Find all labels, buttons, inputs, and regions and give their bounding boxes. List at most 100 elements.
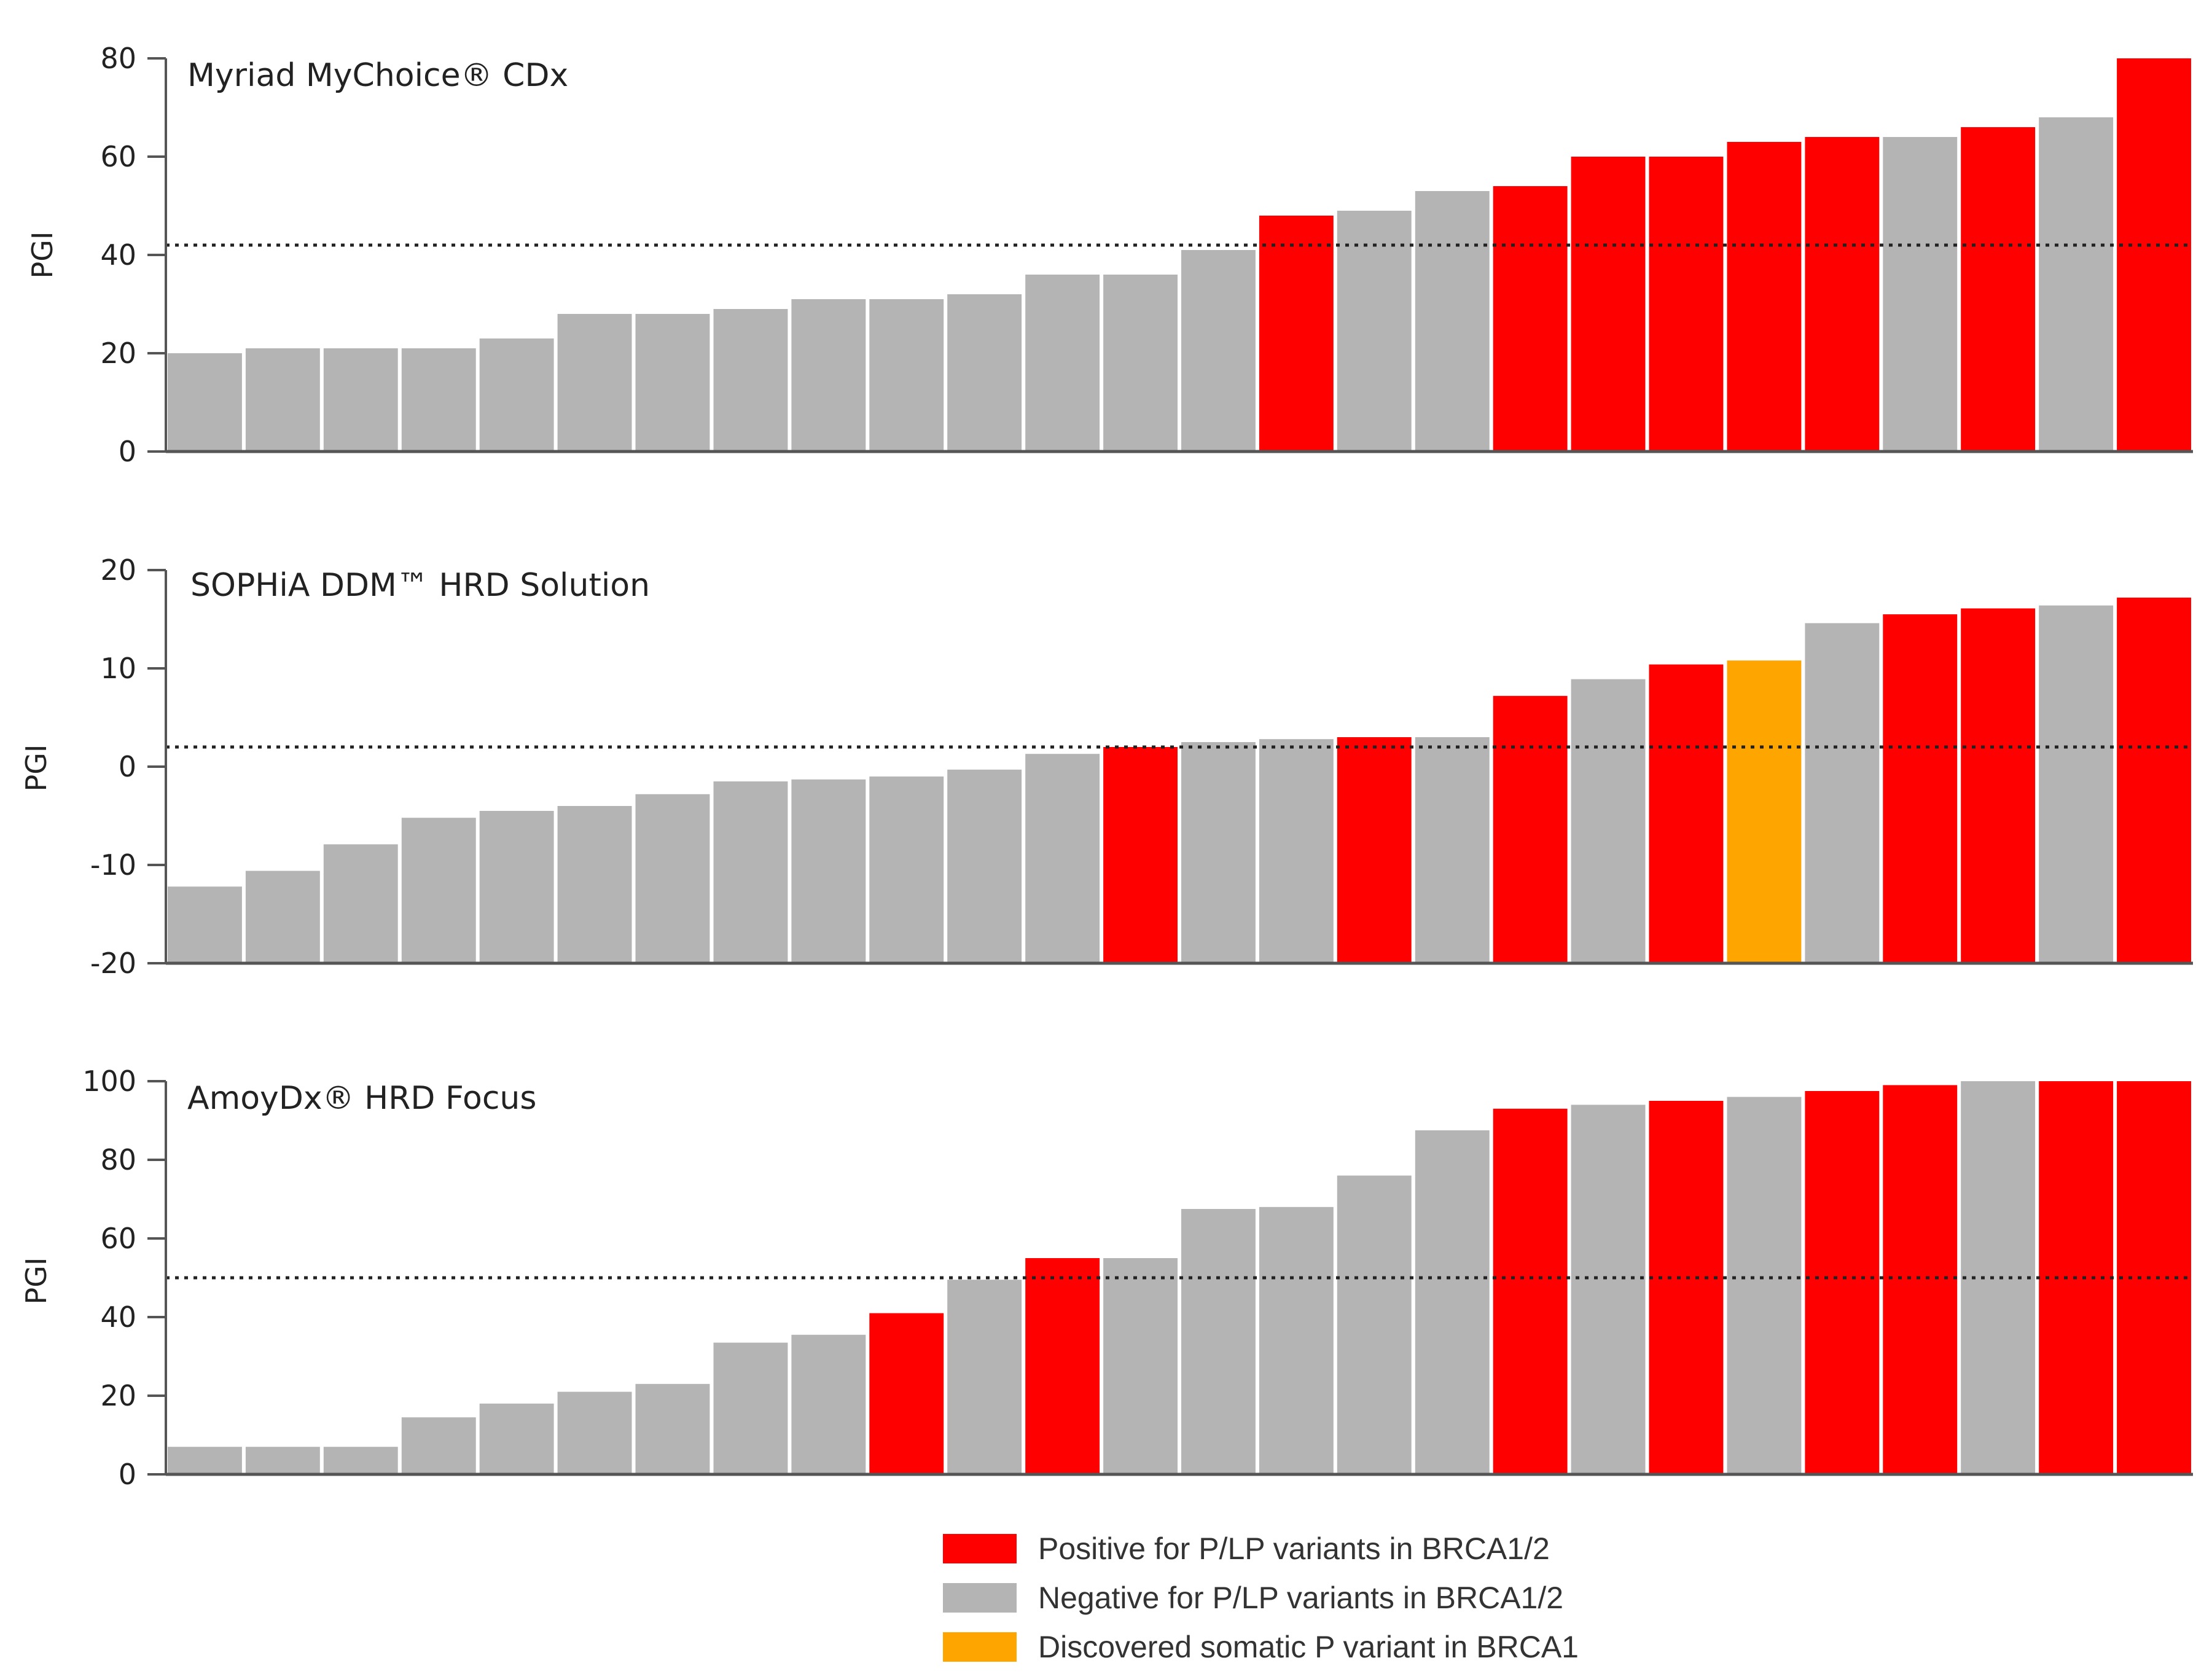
bar-myriad-18 [1493,186,1568,452]
bar-myriad-5 [479,338,554,452]
y-axis-label-amoydx: PGI [20,1257,53,1305]
bar-amoydx-5 [479,1403,554,1474]
bar-myriad-1 [168,353,242,452]
bar-amoydx-18 [1493,1108,1568,1474]
bars-sophia [168,597,2191,963]
legend-label-positive: Positive for P/LP variants in BRCA1/2 [1038,1531,1550,1566]
bar-amoydx-21 [1727,1097,1802,1474]
bar-sophia-25 [2039,605,2114,963]
bar-sophia-12 [1025,754,1100,963]
bar-amoydx-3 [323,1447,398,1474]
bar-amoydx-2 [245,1447,320,1474]
bar-amoydx-14 [1181,1209,1256,1474]
bar-sophia-13 [1103,747,1178,963]
bar-sophia-21 [1727,660,1802,963]
bar-sophia-15 [1259,739,1334,963]
y-tick-label: 10 [100,652,136,685]
bar-myriad-12 [1025,275,1100,452]
bar-sophia-1 [168,886,242,963]
legend-swatch-negative [943,1583,1017,1613]
bar-amoydx-26 [2117,1081,2191,1474]
bar-sophia-22 [1805,623,1880,963]
y-axis-label-sophia: PGI [20,745,53,792]
bar-sophia-10 [869,776,944,963]
panel-title-amoydx: AmoyDx® HRD Focus [187,1080,536,1117]
bar-amoydx-12 [1025,1258,1100,1474]
bar-myriad-26 [2117,58,2191,452]
bar-myriad-19 [1571,157,1646,452]
bar-amoydx-19 [1571,1105,1646,1474]
bars-amoydx [168,1081,2191,1474]
bar-myriad-25 [2039,117,2114,452]
legend-label-negative: Negative for P/LP variants in BRCA1/2 [1038,1581,1563,1615]
y-tick-label: 20 [100,553,136,587]
bar-myriad-21 [1727,142,1802,452]
y-tick-label: 60 [100,1222,136,1255]
bar-sophia-5 [479,811,554,963]
bar-sophia-23 [1883,614,1958,963]
bar-myriad-14 [1181,250,1256,452]
bar-sophia-11 [947,769,1022,963]
bar-myriad-23 [1883,137,1958,452]
bars-myriad [168,58,2191,452]
bar-sophia-19 [1571,679,1646,963]
bar-amoydx-23 [1883,1085,1958,1474]
bar-myriad-7 [635,314,710,452]
bar-amoydx-8 [713,1342,788,1474]
panel-amoydx: AmoyDx® HRD Focus PGI 0 20 40 60 80 100 [20,1065,2193,1491]
bar-sophia-3 [323,844,398,963]
bar-myriad-20 [1649,157,1724,452]
y-tick-label: 80 [100,1143,136,1176]
bar-myriad-22 [1805,137,1880,452]
bar-myriad-16 [1337,211,1412,452]
y-tick-label: 0 [119,1458,136,1491]
bar-amoydx-9 [791,1334,866,1474]
y-tick-label: 40 [100,238,136,272]
y-tick-label: 20 [100,337,136,370]
legend-label-somatic: Discovered somatic P variant in BRCA1 [1038,1630,1579,1664]
legend: Positive for P/LP variants in BRCA1/2 Ne… [943,1531,1579,1664]
bar-sophia-24 [1961,608,2036,963]
y-tick-label: 100 [82,1065,136,1098]
legend-swatch-somatic [943,1632,1017,1662]
panel-myriad: Myriad MyChoice® CDx PGI 0 20 40 60 80 [26,42,2193,468]
y-ticks-sophia: -20 -10 0 10 20 [90,553,166,980]
bar-amoydx-15 [1259,1207,1334,1474]
y-ticks-myriad: 0 20 40 60 80 [100,42,166,468]
bar-amoydx-16 [1337,1175,1412,1474]
bar-sophia-26 [2117,597,2191,963]
bar-sophia-17 [1415,737,1490,963]
bar-myriad-3 [323,348,398,452]
bar-myriad-10 [869,299,944,452]
bar-sophia-7 [635,794,710,963]
bar-myriad-24 [1961,127,2036,452]
bar-myriad-11 [947,294,1022,452]
bar-amoydx-1 [168,1447,242,1474]
y-tick-label: 0 [119,435,136,468]
bar-sophia-8 [713,781,788,963]
bar-sophia-20 [1649,664,1724,963]
bar-amoydx-17 [1415,1130,1490,1474]
panel-title-myriad: Myriad MyChoice® CDx [187,57,568,94]
panel-title-sophia: SOPHiA DDM™ HRD Solution [190,567,650,604]
bar-myriad-9 [791,299,866,452]
y-tick-label: -20 [90,947,136,980]
bar-amoydx-20 [1649,1101,1724,1474]
bar-amoydx-22 [1805,1091,1880,1474]
bar-myriad-2 [245,348,320,452]
y-tick-label: 60 [100,140,136,173]
bar-sophia-18 [1493,695,1568,963]
bar-sophia-4 [401,818,476,963]
bar-myriad-17 [1415,191,1490,452]
bar-myriad-4 [401,348,476,452]
bar-amoydx-10 [869,1313,944,1474]
y-tick-label: 40 [100,1300,136,1334]
legend-swatch-positive [943,1534,1017,1563]
y-tick-label: 80 [100,42,136,75]
bar-myriad-15 [1259,216,1334,452]
bar-sophia-2 [245,870,320,963]
bar-amoydx-11 [947,1280,1022,1474]
bar-sophia-9 [791,779,866,963]
bar-amoydx-13 [1103,1258,1178,1474]
